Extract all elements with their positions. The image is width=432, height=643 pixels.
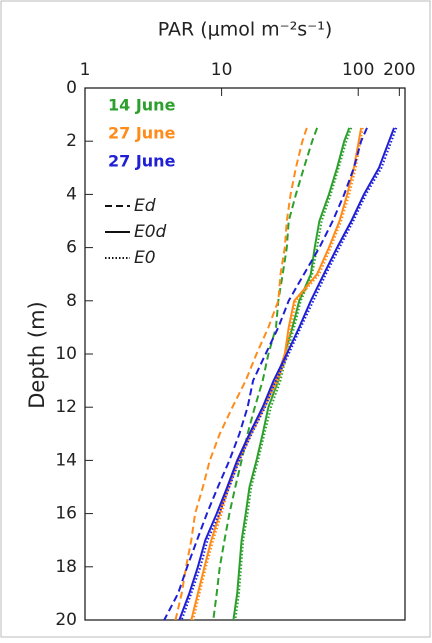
chart-title: PAR (μmol m⁻²s⁻¹) xyxy=(158,19,333,41)
legend-label: 27 June xyxy=(108,152,176,171)
y-tick-label: 18 xyxy=(55,557,77,577)
y-tick-label: 10 xyxy=(55,344,77,364)
x-tick-label: 1 xyxy=(80,60,91,80)
series-line xyxy=(178,127,396,621)
x-tick-label: 10 xyxy=(211,60,233,80)
y-tick-label: 16 xyxy=(55,504,77,524)
series-line xyxy=(180,127,398,621)
series-line xyxy=(192,127,364,621)
series-line xyxy=(212,127,319,621)
legend-label: 14 June xyxy=(108,96,176,115)
y-tick-label: 6 xyxy=(66,238,77,258)
y-tick-label: 8 xyxy=(66,291,77,311)
legend-style-label: E0 xyxy=(134,248,156,268)
y-tick-label: 12 xyxy=(55,397,77,417)
legend-style-label: Ed xyxy=(134,196,156,216)
series-line xyxy=(174,127,308,621)
y-tick-label: 20 xyxy=(55,610,77,630)
series-line xyxy=(232,127,351,621)
legend-label: 27 June xyxy=(108,124,176,143)
y-axis-label: Depth (m) xyxy=(25,301,49,408)
y-tick-label: 4 xyxy=(66,184,77,204)
y-tick-label: 2 xyxy=(66,131,77,151)
x-tick-label: 200 xyxy=(383,60,415,80)
series-line xyxy=(234,127,353,621)
y-tick-label: 0 xyxy=(66,78,77,98)
series-line xyxy=(163,127,368,621)
x-tick-label: 100 xyxy=(342,60,374,80)
y-tick-label: 14 xyxy=(55,450,77,470)
legend-style-label: E0d xyxy=(134,222,167,242)
